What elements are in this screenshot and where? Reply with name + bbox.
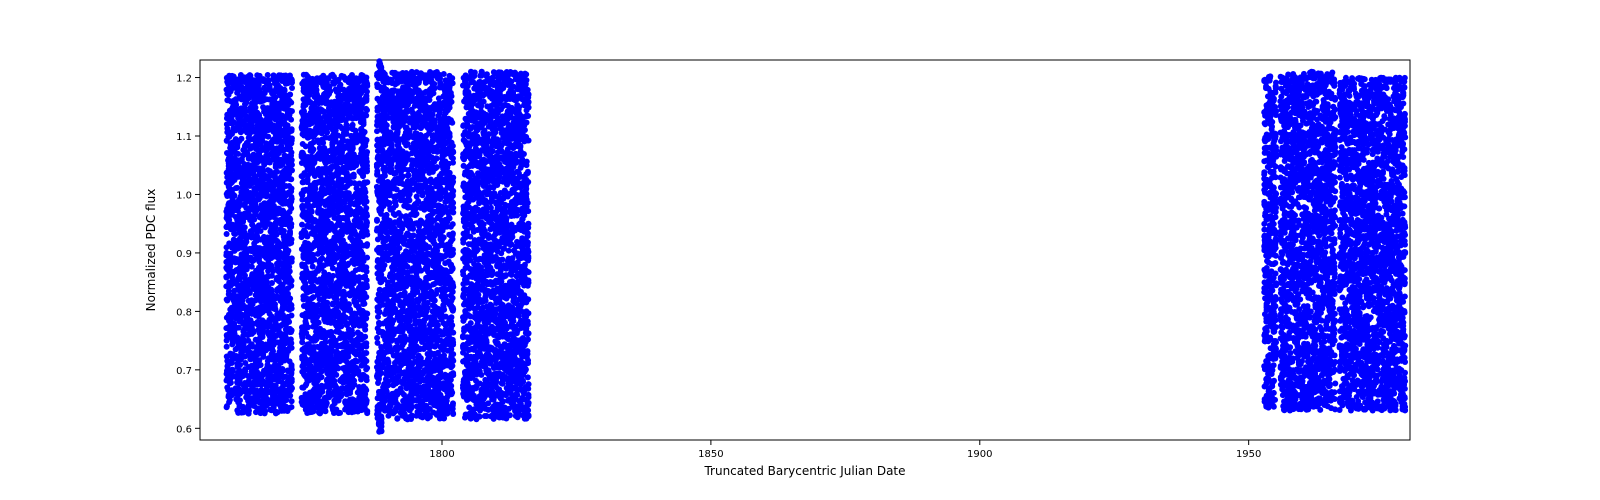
y-tick-label: 1.2 <box>176 74 192 85</box>
y-tick-label: 1.0 <box>176 190 192 201</box>
x-ticks: 1800 1850 1900 1950 <box>429 440 1261 460</box>
scatter-points <box>223 58 1408 434</box>
y-tick-label: 0.6 <box>176 424 192 435</box>
y-tick-label: 0.7 <box>176 366 192 377</box>
x-axis-label: Truncated Barycentric Julian Date <box>703 464 905 478</box>
x-tick-label: 1800 <box>429 449 454 460</box>
y-tick-label: 0.8 <box>176 307 192 318</box>
light-curve-chart: 1800 1850 1900 1950 0.6 0.7 0.8 0.9 1.0 1.1 1.2 T… <box>0 0 1600 500</box>
y-tick-label: 0.9 <box>176 249 192 260</box>
y-axis-label: Normalized PDC flux <box>144 189 158 312</box>
x-tick-label: 1950 <box>1236 449 1261 460</box>
x-tick-label: 1900 <box>967 449 992 460</box>
y-tick-label: 1.1 <box>176 132 192 143</box>
x-tick-label: 1850 <box>698 449 723 460</box>
y-ticks: 0.6 0.7 0.8 0.9 1.0 1.1 1.2 <box>176 74 200 436</box>
